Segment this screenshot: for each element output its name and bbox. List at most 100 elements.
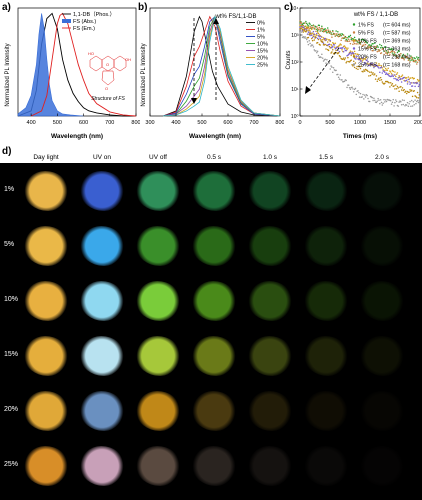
legend-label-c: 5% FS <box>358 31 374 37</box>
data-point-c <box>400 77 402 80</box>
data-point-c <box>321 53 323 55</box>
data-point-c <box>376 50 379 53</box>
data-point-c <box>363 44 365 46</box>
data-point-c <box>403 88 405 91</box>
data-point-c <box>404 54 406 57</box>
legend-label-c: 1% FS <box>358 23 374 29</box>
data-point-c <box>406 101 409 104</box>
data-point-c <box>379 79 381 82</box>
data-point-c <box>409 61 411 63</box>
column-header: 1.0 s <box>262 154 278 161</box>
photo-sample <box>192 281 236 321</box>
legend-marker-c <box>352 63 356 66</box>
data-point-c <box>355 55 358 57</box>
data-point-c <box>300 25 303 28</box>
data-point-c <box>327 29 330 31</box>
data-point-c <box>411 85 414 87</box>
data-point-c <box>367 97 369 100</box>
chart-a: Normalized PL Intensity 400 500 600 700 800 … <box>5 7 140 140</box>
data-point-c <box>326 59 328 61</box>
data-point-c <box>344 40 347 42</box>
data-point-c <box>410 99 413 102</box>
data-point-c <box>381 81 384 83</box>
data-point-c <box>413 60 415 63</box>
series-fs-em-line <box>30 12 137 117</box>
data-point-c <box>322 42 325 45</box>
data-point-c <box>380 65 383 67</box>
photo-sample <box>360 336 404 376</box>
data-point-c <box>347 84 350 86</box>
data-point-c <box>392 98 394 101</box>
data-point-c <box>418 100 421 102</box>
data-point-c <box>342 46 344 49</box>
data-point-c <box>305 37 307 39</box>
data-point-c <box>325 62 327 64</box>
photo-sample <box>304 171 348 211</box>
data-point-c <box>311 37 313 40</box>
data-point-c <box>325 30 327 33</box>
legend-marker-c <box>352 31 356 34</box>
data-point-c <box>338 50 341 53</box>
data-point-c <box>321 25 323 27</box>
data-point-c <box>318 24 321 27</box>
data-point-c <box>333 46 336 48</box>
data-point-c <box>406 53 409 55</box>
data-point-c <box>401 99 404 101</box>
data-point-c <box>366 94 368 97</box>
legend-lifetime-c: (τ= 363 ms) <box>383 47 411 53</box>
data-point-c <box>405 104 408 106</box>
data-point-c <box>377 46 379 48</box>
fs-structure: HO OH O O <box>88 51 131 91</box>
photo-sample <box>248 281 292 321</box>
chart-a-annotation: Structure of FS <box>91 96 125 102</box>
photo-sample <box>136 281 180 321</box>
data-point-c <box>338 33 341 36</box>
legend-lifetime-c: (τ= 604 ms) <box>383 23 411 29</box>
data-point-c <box>317 28 320 31</box>
data-point-c <box>349 51 352 54</box>
data-point-c <box>374 47 377 49</box>
data-point-c <box>321 28 324 30</box>
data-point-c <box>410 56 413 58</box>
data-point-c <box>347 47 349 49</box>
data-point-c <box>307 43 310 46</box>
data-point-c <box>358 41 361 44</box>
data-point-c <box>407 78 410 81</box>
data-point-c <box>315 30 317 33</box>
data-point-c <box>303 29 305 31</box>
y-tick-label-c: 10⁰ <box>291 114 299 120</box>
data-point-c <box>353 60 355 62</box>
data-point-c <box>411 58 414 61</box>
data-point-c <box>379 43 381 46</box>
data-point-c <box>309 42 311 45</box>
data-point-c <box>364 96 367 98</box>
data-point-c <box>400 104 403 106</box>
data-point-c <box>384 67 387 70</box>
data-point-c <box>403 59 405 61</box>
legend-label-b: 5% <box>257 35 265 41</box>
data-point-c <box>377 97 379 100</box>
data-point-c <box>401 77 404 80</box>
data-point-c <box>352 88 354 90</box>
data-point-c <box>342 37 344 39</box>
data-point-c <box>332 67 335 69</box>
photo-sample <box>24 226 68 266</box>
data-point-c <box>417 97 420 99</box>
photo-sample <box>360 281 404 321</box>
data-point-c <box>384 71 386 73</box>
data-point-c <box>379 64 381 67</box>
y-tick-label-c: 10¹ <box>291 87 299 93</box>
data-point-c <box>382 47 384 50</box>
data-point-c <box>410 77 412 79</box>
data-point-c <box>330 33 332 35</box>
data-point-c <box>366 59 368 61</box>
data-point-c <box>418 94 421 96</box>
data-point-c <box>388 72 390 75</box>
data-point-c <box>391 50 394 52</box>
data-point-c <box>340 44 342 46</box>
data-point-c <box>379 99 382 101</box>
data-point-c <box>311 44 314 46</box>
data-point-c <box>310 45 312 47</box>
data-point-c <box>306 33 309 35</box>
data-point-c <box>393 85 395 87</box>
